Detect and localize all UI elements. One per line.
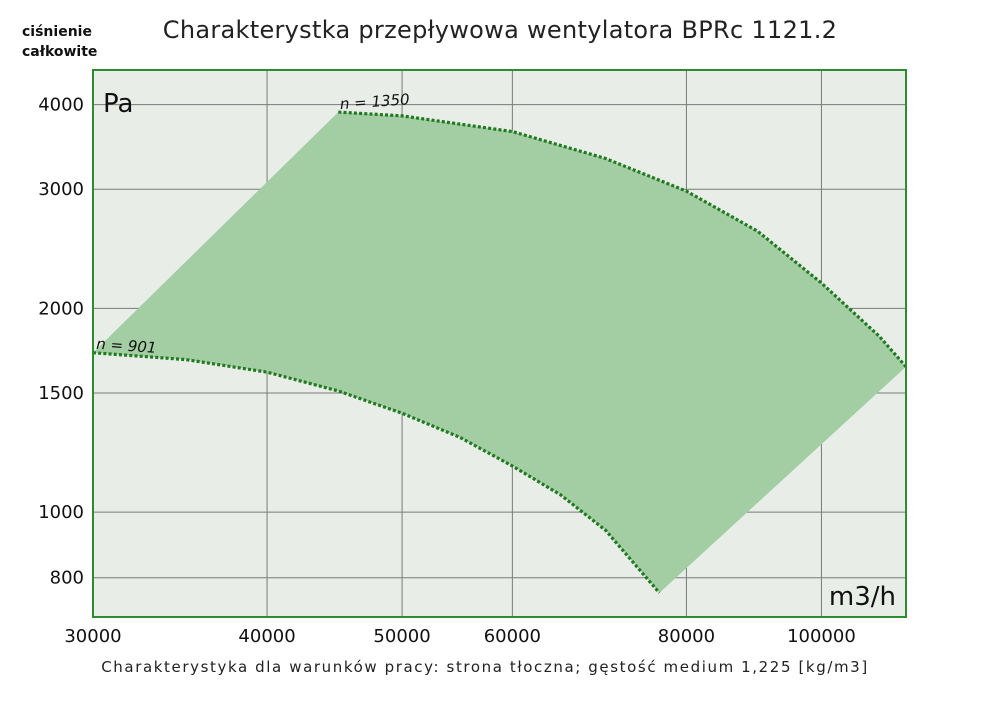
y-axis-title-line-1: ciśnienie — [22, 24, 92, 40]
chart-caption: Charakterystyka dla warunków pracy: stro… — [101, 658, 869, 676]
y-tick-label: 3000 — [38, 179, 84, 200]
y-axis-title-line-2: całkowite — [22, 44, 98, 60]
y-tick-label: 800 — [50, 568, 84, 589]
curve-label-n901: n = 901 — [96, 335, 157, 357]
y-tick-label: 2000 — [38, 298, 84, 319]
y-unit-label: Pa — [103, 89, 133, 119]
x-tick-label: 40000 — [238, 626, 295, 647]
x-tick-label: 80000 — [658, 626, 715, 647]
y-tick-labels: 800 1000 1500 2000 3000 4000 — [38, 95, 84, 589]
curve-label-n1350: n = 1350 — [339, 90, 410, 113]
speed-curves — [92, 110, 908, 594]
y-tick-label: 1000 — [38, 502, 84, 523]
operating-area — [93, 112, 906, 593]
x-unit-label: m3/h — [829, 582, 896, 612]
x-tick-label: 100000 — [787, 626, 856, 647]
x-tick-labels: 30000 40000 50000 60000 80000 100000 — [64, 626, 855, 647]
plot-frame — [92, 69, 907, 618]
y-tick-label: 1500 — [38, 383, 84, 404]
x-tick-label: 30000 — [64, 626, 121, 647]
x-tick-label: 60000 — [484, 626, 541, 647]
x-tick-label: 50000 — [373, 626, 430, 647]
curve-n-901 — [92, 351, 661, 594]
y-axis-title: ciśnienie całkowite — [22, 22, 97, 62]
curve-n-1350 — [338, 110, 908, 368]
y-tick-label: 4000 — [38, 95, 84, 116]
chart-title: Charakterystka przepływowa wentylatora B… — [162, 16, 838, 44]
